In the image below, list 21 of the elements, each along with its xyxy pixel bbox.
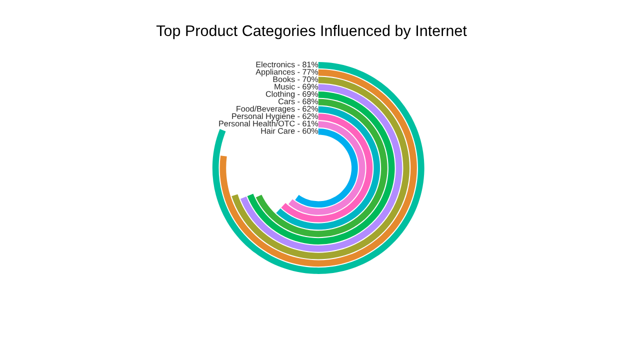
data-label: 68%	[302, 98, 318, 104]
category-label: Appliances -	[256, 68, 300, 76]
category-label: Books -	[273, 76, 300, 82]
category-label: Electronics -	[256, 61, 300, 68]
category-label: Personal Hygiene -	[232, 113, 300, 121]
category-label: Food/Beverages -	[236, 106, 300, 114]
data-label: 60%	[302, 128, 318, 134]
data-label: 70%	[302, 76, 318, 82]
category-label: Music -	[274, 84, 300, 90]
data-label: 69%	[302, 91, 318, 97]
data-label: 61%	[302, 120, 318, 126]
data-label: 81%	[302, 62, 318, 68]
data-label: 69%	[302, 84, 318, 90]
category-label: Hair Care -	[261, 128, 300, 134]
category-label: Clothing -	[266, 90, 300, 98]
data-label: 77%	[302, 69, 318, 75]
data-label: 62%	[302, 113, 318, 120]
data-label: 62%	[302, 106, 318, 112]
category-label: Cars -	[278, 98, 300, 104]
category-label: Personal Health/OTC -	[219, 120, 300, 126]
text: Top Product Categories Influenced by Internet	[156, 24, 467, 40]
